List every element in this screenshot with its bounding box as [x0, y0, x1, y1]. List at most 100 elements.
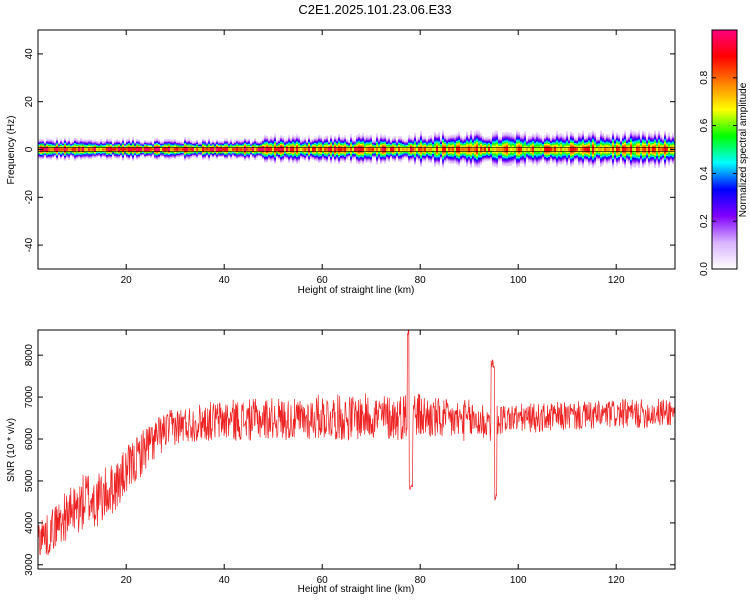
heatmap-cell [204, 153, 206, 156]
heatmap-cell [382, 148, 384, 151]
heatmap-cell [274, 143, 276, 145]
heatmap-cell [318, 157, 320, 160]
heatmap-cell [360, 161, 362, 164]
heatmap-cell [288, 139, 290, 142]
heatmap-cell [172, 140, 174, 143]
heatmap-cell [140, 152, 142, 155]
heatmap-cell [530, 145, 532, 147]
heatmap-cell [356, 152, 358, 155]
heatmap-cell [538, 137, 540, 140]
heatmap-cell [270, 160, 272, 162]
heatmap-cell [496, 144, 498, 147]
heatmap-cell [428, 154, 430, 156]
heatmap-cell [418, 152, 420, 155]
heatmap-cell [532, 150, 534, 152]
heatmap-cell [534, 161, 536, 164]
heatmap-cell [90, 153, 92, 156]
heatmap-cell [550, 159, 552, 161]
heatmap-cell [330, 152, 332, 155]
heatmap-cell [190, 146, 192, 148]
heatmap-cell [382, 140, 384, 142]
heatmap-cell [516, 155, 518, 157]
heatmap-cell [490, 141, 492, 144]
heatmap-cell [342, 141, 344, 144]
heatmap-cell [366, 157, 368, 160]
heatmap-cell [350, 149, 352, 152]
heatmap-cell [516, 130, 518, 132]
heatmap-cell [484, 149, 486, 151]
heatmap-cell [186, 151, 188, 153]
heatmap-cell [488, 137, 490, 140]
heatmap-cell [506, 135, 508, 137]
heatmap-cell [376, 140, 378, 142]
heatmap-cell [412, 146, 414, 148]
heatmap-cell [94, 152, 96, 155]
heatmap-cell [240, 154, 242, 156]
heatmap-cell [52, 156, 54, 159]
heatmap-cell [126, 155, 128, 158]
heatmap-cell [436, 156, 438, 159]
heatmap-cell [140, 143, 142, 145]
heatmap-cell [486, 148, 488, 151]
heatmap-cell [484, 139, 486, 142]
heatmap-cell [122, 159, 124, 161]
heatmap-cell [324, 136, 326, 138]
heatmap-cell [386, 158, 388, 160]
heatmap-cell [272, 140, 274, 143]
heatmap-cell [506, 142, 508, 144]
heatmap-cell [134, 152, 136, 154]
heatmap-cell [424, 160, 426, 162]
heatmap-cell [358, 160, 360, 163]
heatmap-cell [354, 155, 356, 157]
heatmap-cell [208, 140, 210, 142]
heatmap-cell [80, 138, 82, 140]
heatmap-cell [416, 153, 418, 156]
heatmap-cell [524, 162, 526, 164]
heatmap-cell [396, 142, 398, 145]
heatmap-cell [226, 143, 228, 145]
heatmap-cell [288, 151, 290, 154]
heatmap-cell [332, 152, 334, 155]
heatmap-cell [470, 143, 472, 145]
heatmap-cell [414, 155, 416, 157]
heatmap-cell [408, 137, 410, 140]
heatmap-cell [128, 142, 130, 145]
heatmap-cell [330, 158, 332, 161]
heatmap-cell [426, 156, 428, 158]
heatmap-cell [96, 142, 98, 144]
heatmap-cell [170, 156, 172, 158]
heatmap-cell [378, 145, 380, 148]
heatmap-cell [522, 148, 524, 150]
heatmap-cell [308, 153, 310, 155]
heatmap-cell [168, 148, 170, 151]
heatmap-cell [444, 154, 446, 157]
heatmap-cell [520, 142, 522, 145]
heatmap-cell [352, 150, 354, 152]
heatmap-cell [362, 148, 364, 151]
heatmap-cell [68, 151, 70, 153]
heatmap-cell [112, 148, 114, 151]
heatmap-cell [330, 153, 332, 156]
heatmap-cell [310, 153, 312, 156]
heatmap-cell [384, 158, 386, 161]
heatmap-cell [492, 138, 494, 140]
heatmap-cell [264, 151, 266, 153]
heatmap-cell [338, 134, 340, 136]
heatmap-cell [122, 137, 124, 140]
heatmap-cell [132, 145, 134, 147]
heatmap-cell [312, 153, 314, 155]
heatmap-cell [90, 155, 92, 157]
heatmap-cell [316, 158, 318, 161]
heatmap-cell [46, 151, 48, 154]
heatmap-cell [236, 155, 238, 157]
heatmap-cell [74, 139, 76, 141]
heatmap-cell [480, 161, 482, 163]
heatmap-cell [64, 142, 66, 144]
heatmap-cell [470, 151, 472, 154]
heatmap-cell [324, 149, 326, 151]
heatmap-cell [146, 143, 148, 146]
heatmap-cell [514, 158, 516, 160]
heatmap-cell [274, 158, 276, 161]
heatmap-cell [358, 139, 360, 141]
heatmap-cell [432, 151, 434, 153]
